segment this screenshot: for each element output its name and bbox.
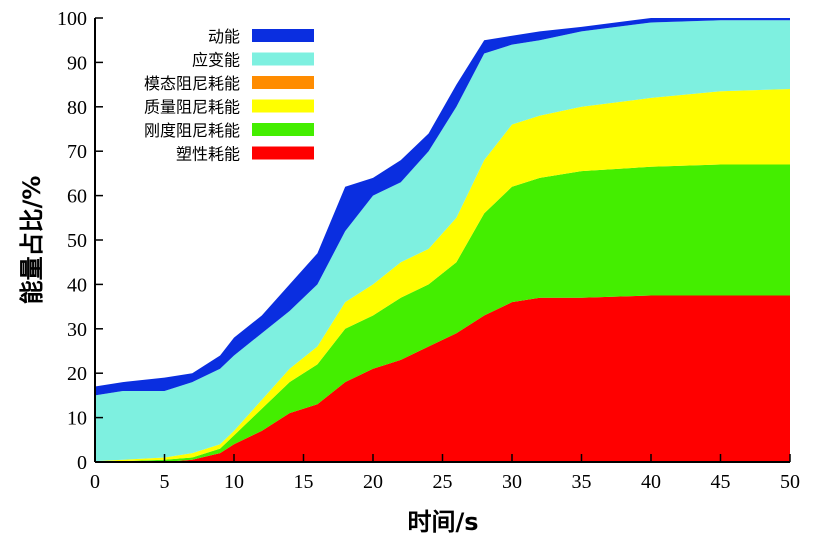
y-tick-label: 60 [67, 186, 87, 208]
axes: 0 5 10 15 20 25 30 35 40 45 50 0 10 20 30 40 50 60 70 80 90 1… [57, 8, 800, 493]
legend-swatch [252, 29, 314, 42]
legend-label: 应变能 [192, 51, 240, 70]
legend-swatch [252, 99, 314, 113]
y-tick-label: 30 [67, 319, 87, 341]
legend-swatch [252, 52, 314, 66]
x-tick-label: 25 [433, 471, 453, 493]
x-tick-label: 0 [90, 471, 100, 493]
y-tick-label: 20 [67, 363, 87, 385]
x-axis-label: 时间/s [407, 508, 478, 536]
legend-label: 塑性耗能 [176, 145, 240, 164]
x-tick-label: 50 [780, 471, 800, 493]
legend-swatch [252, 146, 314, 160]
x-tick-label: 15 [294, 471, 314, 493]
area-4 [95, 20, 790, 462]
y-tick-label: 80 [67, 97, 87, 119]
x-tick-label: 40 [641, 471, 661, 493]
y-axis-label: 能量占比/% [18, 176, 46, 305]
x-tick-label: 10 [224, 471, 244, 493]
y-tick-label: 70 [67, 141, 87, 163]
legend-label: 刚度阻尼耗能 [144, 121, 240, 140]
y-tick-label: 10 [67, 408, 87, 430]
area-0 [95, 295, 790, 462]
x-tick-label: 30 [502, 471, 522, 493]
area-1 [95, 164, 790, 462]
legend-label: 质量阻尼耗能 [144, 98, 240, 117]
y-tick-label: 50 [67, 230, 87, 252]
y-tick-label: 90 [67, 52, 87, 74]
area-series-group [95, 18, 790, 462]
x-tick-label: 20 [363, 471, 383, 493]
x-tick-label: 45 [711, 471, 731, 493]
x-tick-label: 35 [572, 471, 592, 493]
legend-swatch [252, 76, 314, 89]
legend-swatch [252, 123, 314, 136]
y-tick-label: 0 [77, 452, 87, 474]
y-tick-label: 40 [67, 274, 87, 296]
legend-label: 动能 [208, 27, 240, 46]
y-tick-label: 100 [57, 8, 87, 30]
x-tick-label: 5 [160, 471, 170, 493]
legend-label: 模态阻尼耗能 [144, 74, 240, 93]
area-2 [95, 89, 790, 462]
